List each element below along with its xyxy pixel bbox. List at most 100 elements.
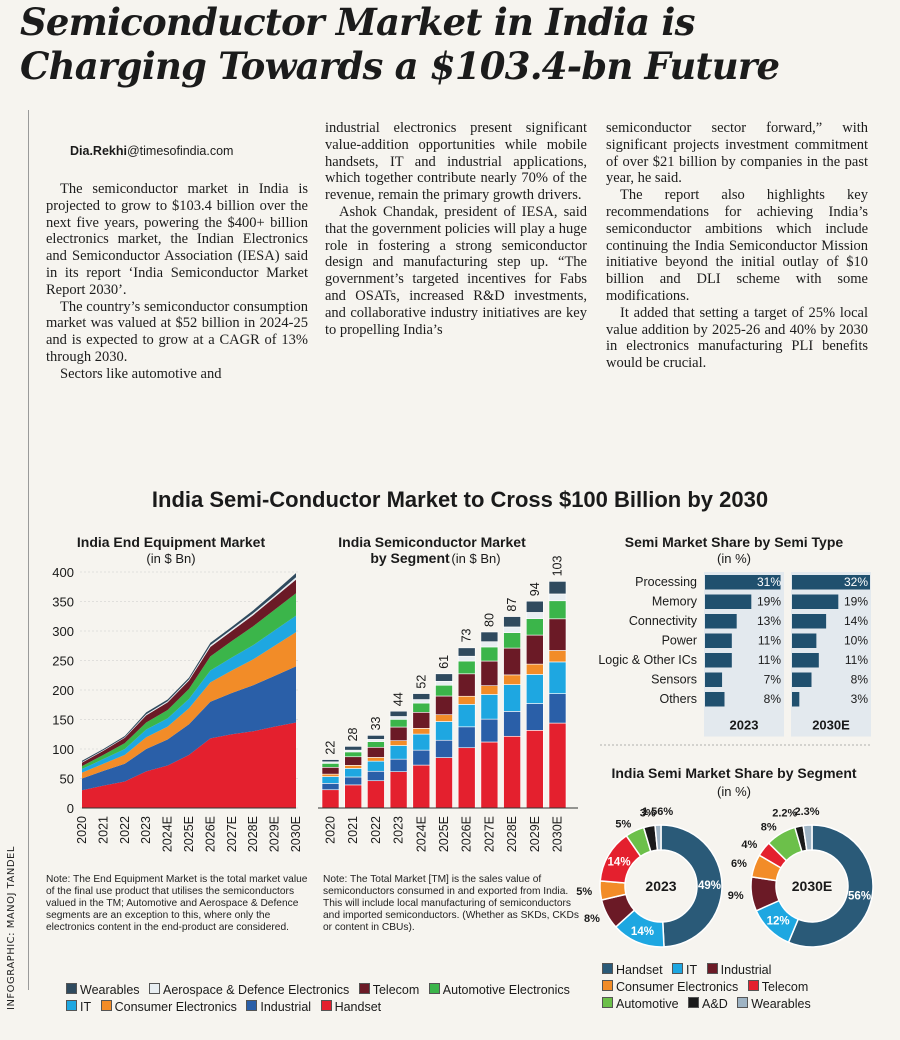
bar-segment-telecom [389,726,408,741]
bar-segment-it [457,704,476,728]
bar-segment-it [435,721,453,741]
semi-type-bar [705,594,752,609]
bar-segment-industrial [412,749,431,766]
donut-subtitle: (in %) [717,784,751,799]
bar-segment-handset [525,730,544,809]
legend-label: Handset [334,1000,382,1014]
legend-item: Consumer Electronics [602,980,738,994]
bar-chart-subtitle-bold: by Segment [370,550,450,566]
bar-segment-aerospace-defence-electronics [457,655,476,662]
bar-segment-industrial [457,726,476,749]
bar-total-label: 94 [528,582,542,596]
legend-swatch [706,963,718,974]
bar-segment-automotive-electronics [480,646,499,662]
legend-label: IT [80,1000,92,1014]
bar-segment-handset [412,764,431,809]
donut-slice-label: 2.2% [772,808,797,820]
bar-segment-it [548,661,567,694]
bar-segment-telecom [321,766,340,775]
byline: Dia.Rekhi@timesofindia.com [70,144,233,158]
legend-item: Automotive Electronics [428,983,570,997]
area-y-tick-label: 300 [52,624,74,639]
semi-type-bar [792,614,827,629]
bar-total-label: 61 [437,655,451,669]
bar-segment-industrial [344,776,363,786]
bar-segment-consumer-electronics [367,757,385,762]
donut-slice-label: 14% [631,926,654,938]
bar-segment-consumer-electronics [344,765,363,769]
bar-chart-subtitle: (in $ Bn) [451,551,500,566]
legend-label: Handset [616,963,663,977]
bar-total-label: 52 [414,675,428,689]
bar-segment-industrial [503,711,521,737]
legend-item: Automotive [602,997,679,1011]
bar-total-label: 28 [346,727,360,741]
bar-segment-consumer-electronics [435,714,453,722]
bar-segment-wearables [344,746,363,751]
infographic: India Semi-Conductor Market to Cross $10… [52,487,874,948]
bar-segment-aerospace-defence-electronics [367,739,385,742]
bar-segment-consumer-electronics [457,695,476,705]
bar-segment-it [389,745,408,760]
area-x-tick-label: 2029E [268,816,282,852]
bar-segment-telecom [412,712,431,729]
article-paragraph: semiconductor sector forward,” with sign… [606,120,868,187]
semi-type-bar [792,633,817,648]
legend-label: Industrial [720,963,772,977]
semi-type-bar [792,692,800,707]
bar-segment-consumer-electronics [548,650,567,663]
legend-swatch [602,997,613,1008]
area-x-tick-label: 2024E [161,816,175,852]
semi-type-value-label: 3% [851,692,869,706]
semi-type-bar [705,633,732,648]
bar-chart-note: Note: The Total Market [TM] is the sales… [323,874,579,933]
area-y-tick-label: 0 [67,801,74,816]
donut-slice-wearables [654,824,662,851]
area-y-tick-label: 50 [60,772,74,787]
area-chart-title: India End Equipment Market [77,534,266,550]
area-x-tick-label: 2026E [203,816,217,852]
area-series-handset [82,722,296,808]
headline-line-2: Charging Towards a $103.4-bn Future [20,44,780,88]
area-series-telecom [82,579,296,767]
area-chart-subtitle: (in $ Bn) [146,551,195,566]
bar-segment-consumer-electronics [525,663,544,675]
area-x-tick-label: 2021 [96,816,110,844]
legend-label: Aerospace & Defence Electronics [163,983,350,997]
bar-x-tick-label: 2030E [551,816,565,852]
legend-label: Consumer Electronics [114,1000,237,1014]
legend-swatch [358,983,370,994]
bar-segment-industrial [435,739,453,758]
bar-segment-automotive-electronics [321,763,340,768]
semi-type-value-label: 11% [845,653,868,667]
bar-total-label: 80 [482,613,496,627]
bar-segment-telecom [344,756,363,766]
legend-item: Handset [602,963,663,977]
legend-label: Industrial [260,1000,312,1014]
bar-total-label: 73 [460,628,474,642]
donut-slice-label: 12% [767,916,790,928]
semi-type-bar [792,653,819,668]
bar-segment-automotive-electronics [367,741,385,748]
bar-segment-telecom [503,647,521,676]
legend-swatch [66,1000,77,1011]
bar-segment-industrial [321,783,340,791]
bar-segment-handset [321,789,340,809]
legend-item: Industrial [706,963,772,977]
semi-type-subtitle: (in %) [717,551,751,566]
donut-slice-label: 9% [728,890,744,902]
semi-type-category-label: Logic & Other ICs [598,653,697,667]
bar-segment-consumer-electronics [412,728,431,735]
semi-type-bar [705,672,723,687]
semi-type-value-label: 13% [757,614,781,628]
area-series-industrial [82,666,296,791]
semi-type-value-label: 10% [844,634,868,648]
donut-legend: Handset IT Industrial Consumer Electroni… [602,962,887,1013]
legend-label: Telecom [761,980,809,994]
semi-type-category-label: Processing [635,575,697,589]
bar-segment-it [321,776,340,784]
bar-segment-aerospace-defence-electronics [389,716,408,720]
article-paragraph: The report also highlights key recommend… [606,187,868,304]
donut-slice-label: 8% [761,822,777,834]
legend-label: A&D [702,997,728,1011]
